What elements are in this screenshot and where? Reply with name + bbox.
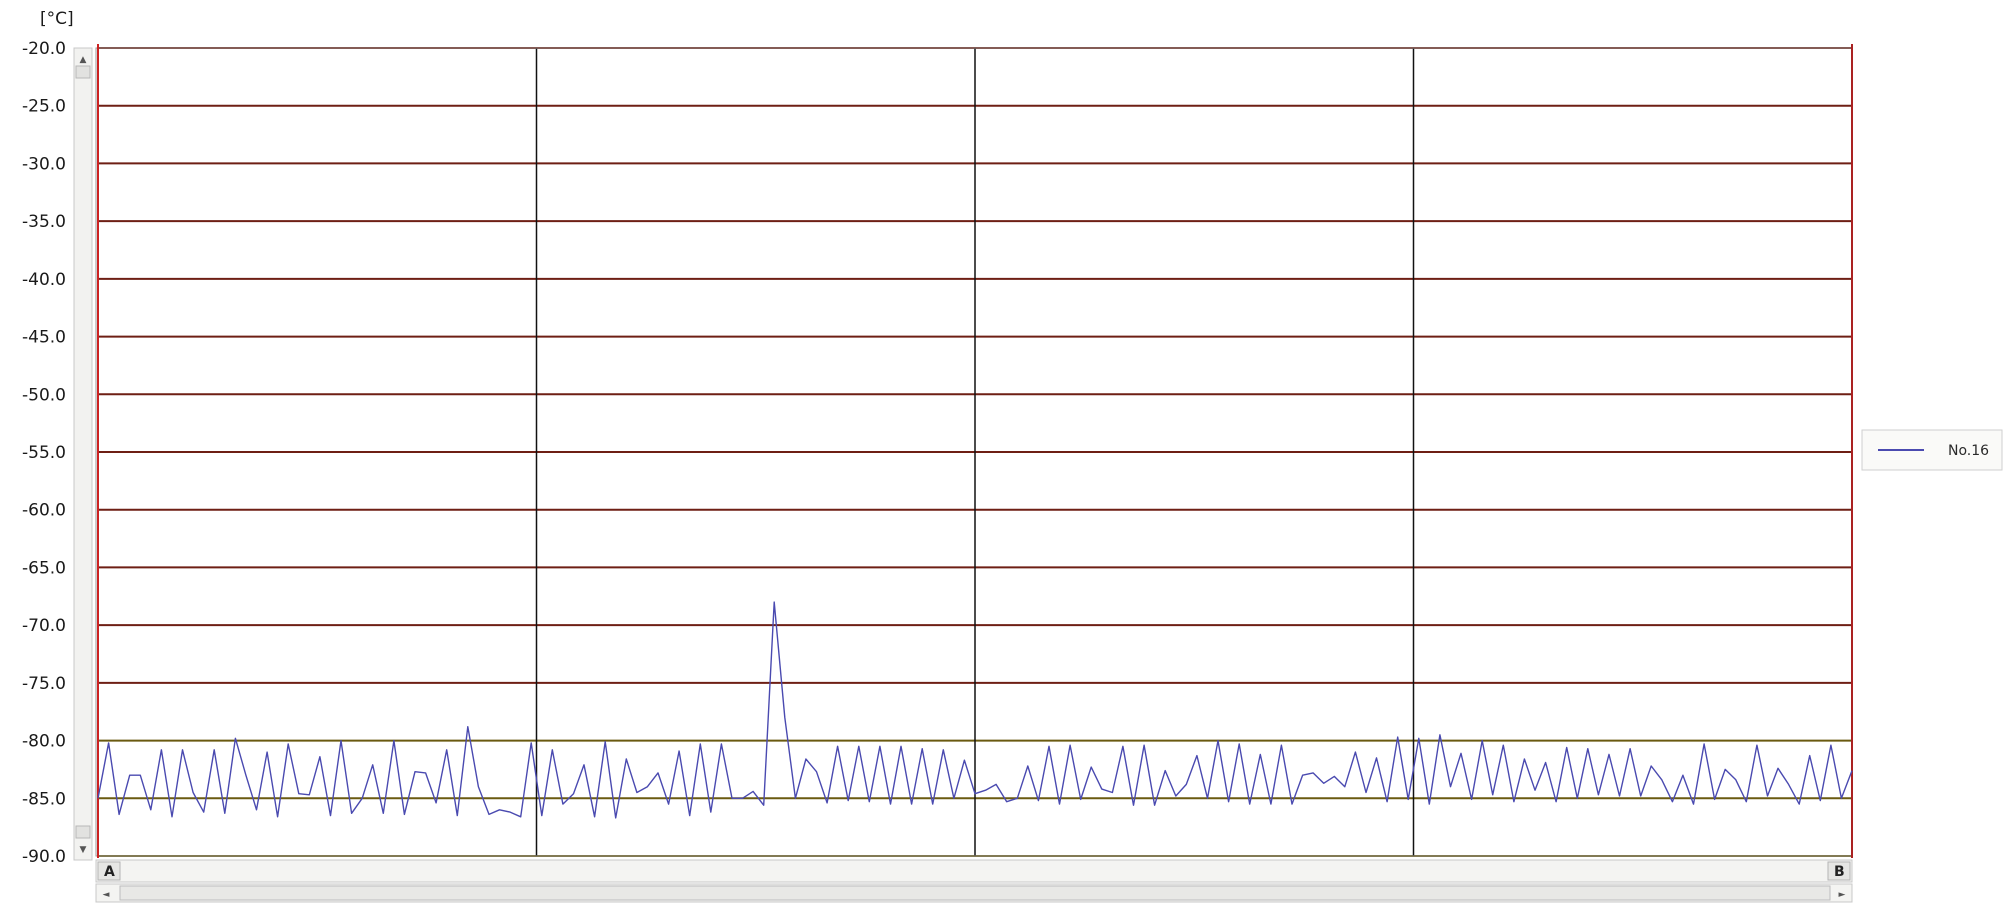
y-tick-label-6: -50.0	[22, 385, 66, 405]
y-tick-label-3: -35.0	[22, 212, 66, 232]
y-tick-label-14: -90.0	[22, 847, 66, 867]
y-tick-label-7: -55.0	[22, 443, 66, 463]
y-tick-label-13: -85.0	[22, 789, 66, 809]
horizontal-scrollbar[interactable]: A B ◄ ►	[95, 859, 1853, 903]
vertical-scrollbar[interactable]: ▲ ▼	[73, 47, 93, 861]
y-axis-unit-label: [°C]	[40, 9, 74, 29]
end-marker-label: B	[1834, 864, 1845, 880]
y-tick-label-10: -70.0	[22, 616, 66, 636]
y-tick-label-8: -60.0	[22, 501, 66, 521]
legend: No.16	[1861, 429, 2003, 471]
y-tick-label-4: -40.0	[22, 270, 66, 290]
y-tick-label-0: -20.0	[22, 39, 66, 59]
y-tick-label-1: -25.0	[22, 97, 66, 117]
y-tick-label-5: -45.0	[22, 328, 66, 348]
series-layer	[97, 601, 1853, 819]
start-marker-label: A	[104, 864, 115, 880]
vertical-scroll-thumb[interactable]	[75, 65, 91, 79]
start-marker-box[interactable]	[97, 861, 121, 881]
scroll-down-arrow-icon[interactable]: ▼	[80, 845, 87, 855]
scroll-left-arrow-icon[interactable]: ◄	[103, 890, 110, 900]
y-tick-label-9: -65.0	[22, 558, 66, 578]
series-line-0	[97, 601, 1853, 819]
y-axis-tick-labels: -20.0 -25.0 -30.0 -35.0 -40.0 -45.0 -50.0 -55.0…	[22, 39, 66, 867]
legend-label-no16: No.16	[1948, 443, 1989, 459]
end-marker-box[interactable]	[1827, 861, 1851, 881]
y-tick-label-2: -30.0	[22, 154, 66, 174]
y-tick-label-11: -75.0	[22, 674, 66, 694]
y-tick-label-12: -80.0	[22, 732, 66, 752]
vertical-scroll-thumb-bottom[interactable]	[75, 825, 91, 839]
vertical-gridlines	[535, 48, 1415, 856]
scroll-right-arrow-icon[interactable]: ►	[1839, 890, 1846, 900]
horizontal-scroll-thumb[interactable]	[119, 885, 1831, 901]
scroll-up-arrow-icon[interactable]: ▲	[80, 55, 87, 65]
